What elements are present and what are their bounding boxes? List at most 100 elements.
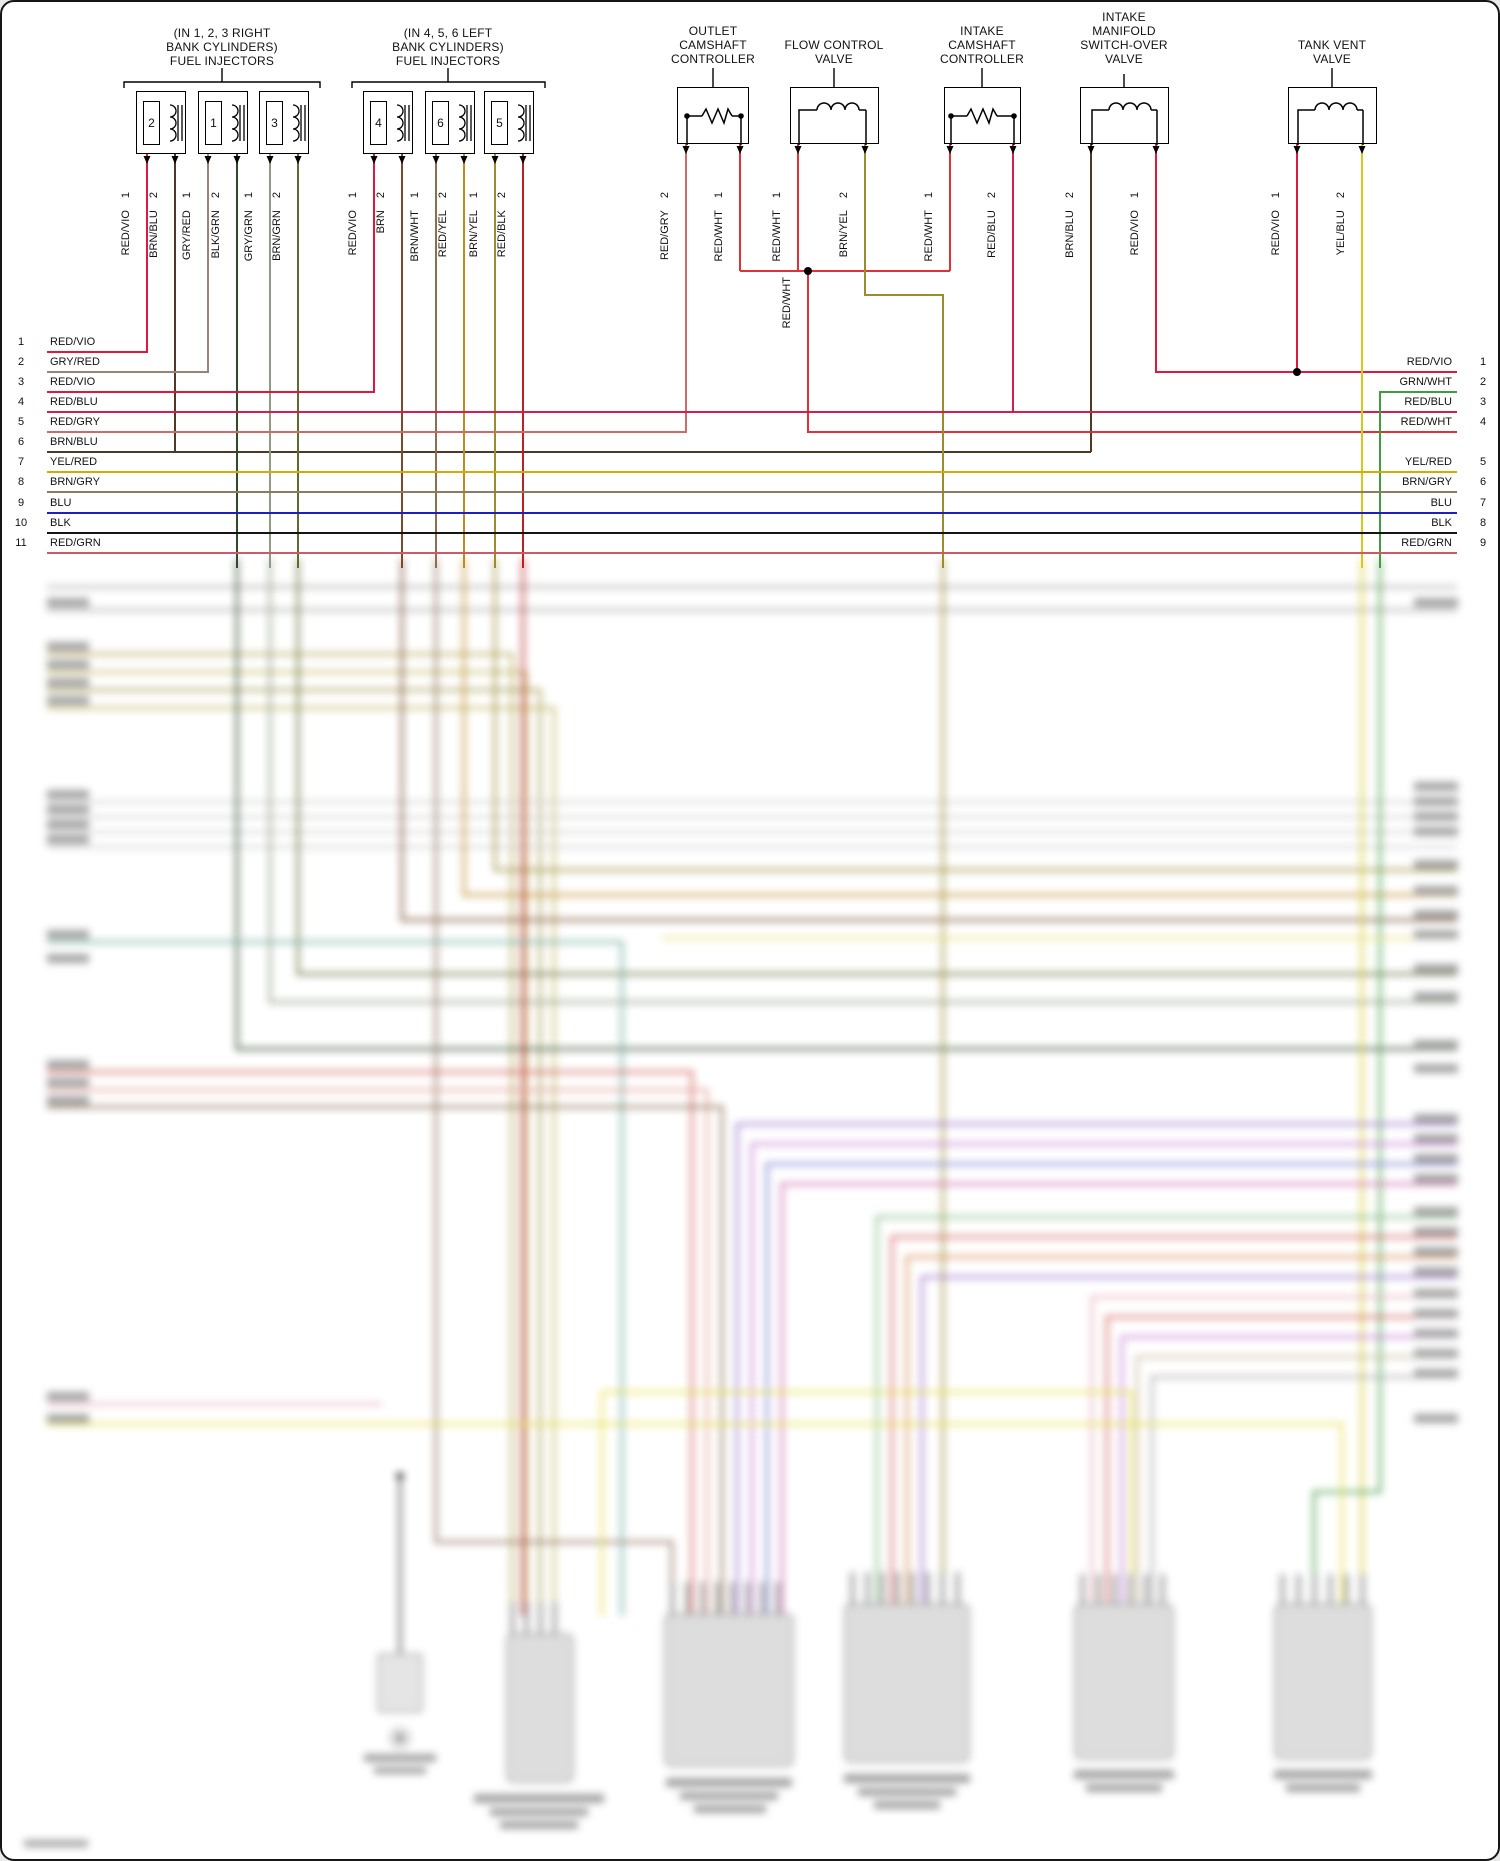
title-line: FLOW CONTROL xyxy=(784,38,884,52)
left-bus-row-label: RED/VIO xyxy=(50,376,96,388)
intake-manifold-switchover-valve-box xyxy=(1080,87,1169,145)
junction-dots xyxy=(804,267,1301,376)
right-bus-row-number: 3 xyxy=(1479,396,1487,408)
solenoid-coil-icon xyxy=(798,102,867,145)
pin-wire-label: BRN/BLU 2 xyxy=(147,192,160,258)
left-bus-row-number: 10 xyxy=(14,517,28,529)
injector-number: 2 xyxy=(143,101,160,145)
outlet-camshaft-controller-box xyxy=(677,87,749,145)
right-bus-row-label: BRN/GRY xyxy=(1402,476,1452,488)
right-bus-row-label: RED/BLU xyxy=(1404,396,1452,408)
wires xyxy=(47,144,1457,568)
tank-vent-valve-box xyxy=(1288,87,1377,145)
right-bus-row-number: 1 xyxy=(1479,356,1487,368)
title-line: VALVE xyxy=(815,52,853,66)
left-bus-row-label: RED/GRY xyxy=(50,416,100,428)
flow-control-valve-box xyxy=(790,87,879,145)
left-bus-row-label: RED/GRN xyxy=(50,537,101,549)
left-bus-row-number: 9 xyxy=(17,497,25,509)
title-line: MANIFOLD xyxy=(1092,24,1156,38)
left-bus-row-label: YEL/RED xyxy=(50,456,98,468)
right-bus-row-number: 4 xyxy=(1479,416,1487,428)
solenoid-coil-icon xyxy=(1091,102,1158,145)
pin-wire-label: BLK/GRN 2 xyxy=(209,192,222,259)
wire-inj4-pin1 xyxy=(47,154,375,393)
fuel-injector-5-box: 5 xyxy=(484,91,534,154)
pin-wire-label: RED/YEL 2 xyxy=(436,192,449,258)
left-bus-row-number: 5 xyxy=(17,416,25,428)
left-bus-row-number: 6 xyxy=(17,436,25,448)
left-bus-row-number: 7 xyxy=(17,456,25,468)
left-bus-row-number: 8 xyxy=(17,476,25,488)
left-bus-row-label: RED/VIO xyxy=(50,336,96,348)
pin-wire-label: BRN/GRN 2 xyxy=(270,192,283,261)
fuel-injector-6-box: 6 xyxy=(425,91,475,154)
fuel-injector-1-box: 1 xyxy=(198,91,248,154)
pin-wire-label: RED/VIO 1 xyxy=(1128,192,1141,256)
blurred-label-stubs xyxy=(24,598,1458,1847)
pin-wire-label: BRN 2 xyxy=(374,192,387,234)
pin-wire-label: RED/BLU 2 xyxy=(985,192,998,258)
injector-number: 3 xyxy=(266,101,283,145)
pin-wire-label: RED/VIO 1 xyxy=(1269,192,1282,256)
intake-camshaft-controller-box xyxy=(944,87,1021,145)
pin-wire-label: YEL/BLU 2 xyxy=(1334,192,1347,256)
injector-coil-icon xyxy=(458,104,472,142)
resistor-icon xyxy=(684,107,744,145)
tank-vent-valve-title: TANK VENT VALVE xyxy=(1252,38,1412,66)
title-line: CONTROLLER xyxy=(670,52,755,66)
right-bus-row-number: 2 xyxy=(1479,376,1487,388)
pin-wire-label: RED/GRY 2 xyxy=(658,192,671,261)
title-line: INTAKE xyxy=(960,24,1004,38)
title-line: OUTLET xyxy=(688,24,738,38)
injector-coil-icon xyxy=(169,104,183,142)
right-bus-row-label: YEL/RED xyxy=(1404,456,1452,468)
pin-wire-label: RED/WHT 1 xyxy=(712,192,725,262)
injector-coil-icon xyxy=(231,104,245,142)
title-line: TANK VENT xyxy=(1297,38,1367,52)
left-bus-row-number: 4 xyxy=(17,396,25,408)
title-line: FUEL INJECTORS xyxy=(395,54,501,68)
blurred-diagram-region xyxy=(2,559,1498,1859)
right-bus-row-label: BLK xyxy=(1431,517,1452,529)
title-line: SWITCH-OVER xyxy=(1080,38,1168,52)
title-line: BANK CYLINDERS) xyxy=(166,40,278,54)
pin-wire-label: BRN/BLU 2 xyxy=(1063,192,1076,258)
wire-outlet-pin2 xyxy=(47,144,687,433)
pin-wire-label: BRN/YEL 2 xyxy=(837,192,850,258)
title-line: (IN 1, 2, 3 RIGHT xyxy=(173,26,271,40)
left-bus-row-label: BLU xyxy=(50,497,72,509)
schematic-wires-svg xyxy=(47,68,1457,568)
pin-arrows xyxy=(143,146,1366,164)
fuel-injector-4-box: 4 xyxy=(363,91,413,154)
blurred-wiring-svg xyxy=(24,559,1458,1847)
left-bus-row-label: RED/BLU xyxy=(50,396,98,408)
pin-wire-label: RED/VIO 1 xyxy=(119,192,132,256)
fuel-injector-3-box: 3 xyxy=(259,91,309,154)
injector-coil-icon xyxy=(292,104,306,142)
left-bus-row-label: BRN/GRY xyxy=(50,476,100,488)
injector-number: 6 xyxy=(432,101,449,145)
wire-inj1-pin1 xyxy=(47,154,209,373)
injector-group-right-title: (IN 1, 2, 3 RIGHT BANK CYLINDERS) FUEL I… xyxy=(132,26,312,68)
junction-wire-label: RED/WHT xyxy=(780,277,793,329)
title-line: VALVE xyxy=(1313,52,1351,66)
right-bus-row-label: GRN/WHT xyxy=(1399,376,1452,388)
solenoid-coil-icon xyxy=(1297,102,1364,145)
left-bus-row-number: 2 xyxy=(17,356,25,368)
flow-control-valve-title: FLOW CONTROL VALVE xyxy=(754,38,914,66)
injector-number: 1 xyxy=(205,101,222,145)
injector-coil-icon xyxy=(396,104,410,142)
pin-wire-label: RED/BLK 2 xyxy=(495,192,508,258)
wire-inj2-pin1 xyxy=(47,154,148,353)
title-line: CONTROLLER xyxy=(939,52,1024,66)
brackets-and-ticks xyxy=(123,68,1333,88)
wire-redwht-feed xyxy=(807,271,1457,433)
left-bus-row-number: 11 xyxy=(15,537,27,549)
injector-coil-icon xyxy=(517,104,531,142)
blurred-connector-pins xyxy=(510,1572,1365,1636)
pin-wire-label: BRN/WHT 1 xyxy=(408,192,421,262)
right-bus-row-number: 8 xyxy=(1479,517,1487,529)
left-bus-row-number: 3 xyxy=(17,376,25,388)
left-bus-row-number: 1 xyxy=(17,336,25,348)
